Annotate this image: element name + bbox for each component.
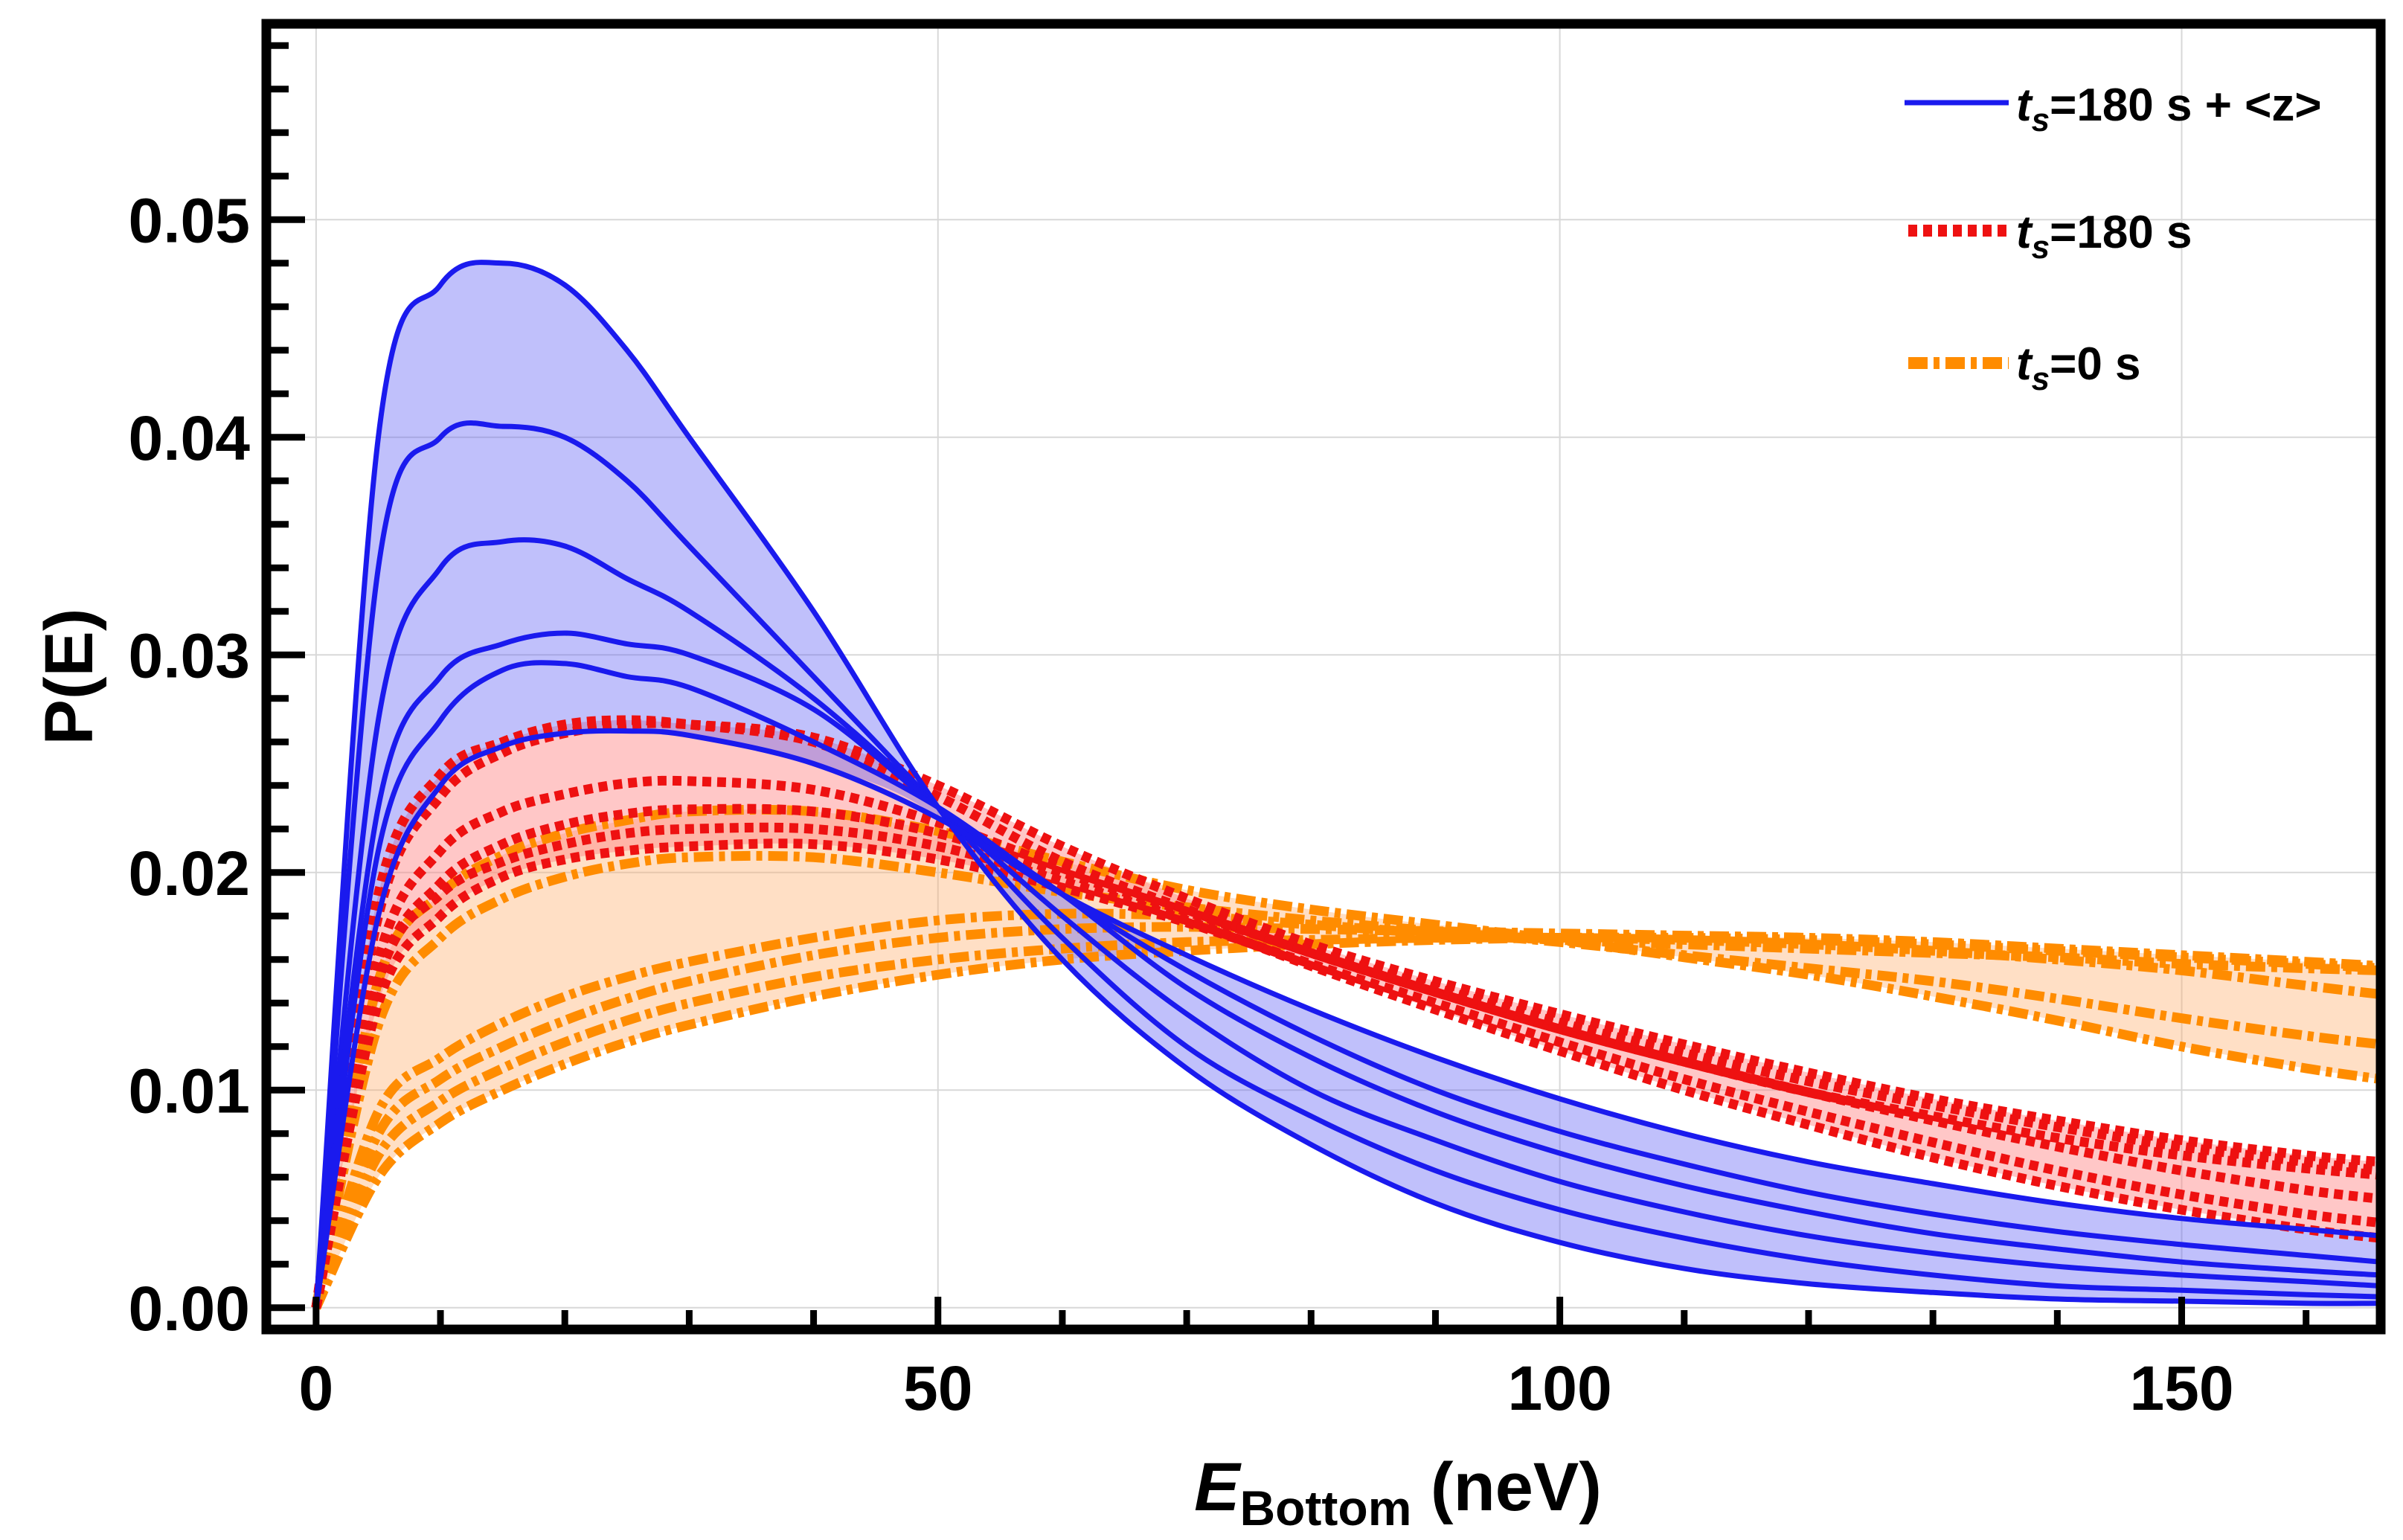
y-tick-label: 0.04 xyxy=(129,403,251,473)
legend: ts=180 s + <z> ts=180 s ts=0 s xyxy=(1905,80,2322,397)
legend-label-blue: ts=180 s + <z> xyxy=(2016,80,2322,138)
series-1-curve-1 xyxy=(311,718,2381,1309)
y-tick-label: 0.01 xyxy=(129,1056,251,1126)
x-tick-label: 0 xyxy=(299,1353,334,1423)
legend-label-orange: ts=0 s xyxy=(2016,339,2141,397)
band-fill-2 xyxy=(315,809,2381,1308)
ticks xyxy=(266,42,2310,1329)
band-fills xyxy=(315,262,2381,1308)
x-axis-title-main: E xyxy=(1194,1449,1242,1525)
series-2-curve-5 xyxy=(312,932,2381,1310)
tick-labels: 0 50 100 150 0.00 0.01 0.02 0.03 0.04 0.05 xyxy=(129,185,2234,1423)
x-axis-title: EBottom (neV) xyxy=(1194,1449,1602,1536)
x-tick-label: 100 xyxy=(1508,1353,1612,1423)
series-0-curve-2 xyxy=(313,537,2381,1309)
plot-frame xyxy=(261,19,2386,1335)
y-tick-label: 0.00 xyxy=(129,1274,251,1344)
x-tick-label: 50 xyxy=(903,1353,972,1423)
series-0-curve-5 xyxy=(313,728,2381,1309)
series-0-curve-0 xyxy=(313,260,2381,1309)
band-fill-1 xyxy=(315,720,2381,1308)
grid xyxy=(266,24,2381,1329)
series-1-curve-0 xyxy=(311,715,2381,1309)
legend-label-red: ts=180 s xyxy=(2016,207,2192,266)
curves xyxy=(311,260,2381,1310)
series-0-curve-1 xyxy=(313,420,2381,1309)
y-tick-label: 0.03 xyxy=(129,620,251,690)
x-axis-title-unit: (neV) xyxy=(1411,1449,1602,1525)
series-1-curve-4 xyxy=(311,838,2381,1309)
y-tick-label: 0.05 xyxy=(129,185,251,255)
series-2-curve-0 xyxy=(311,804,2381,1309)
y-tick-label: 0.02 xyxy=(129,838,251,908)
band-fill-0 xyxy=(315,262,2381,1308)
series-0-curve-4 xyxy=(313,660,2381,1309)
series-0-curve-3 xyxy=(313,630,2381,1309)
series-1-curve-5 xyxy=(311,822,2381,1309)
y-axis-title: P(E) xyxy=(31,609,107,745)
series-1-curve-3 xyxy=(311,803,2381,1309)
series-2-curve-4 xyxy=(311,932,2381,1310)
x-axis-title-sub: Bottom xyxy=(1239,1480,1411,1536)
x-tick-label: 150 xyxy=(2129,1353,2233,1423)
